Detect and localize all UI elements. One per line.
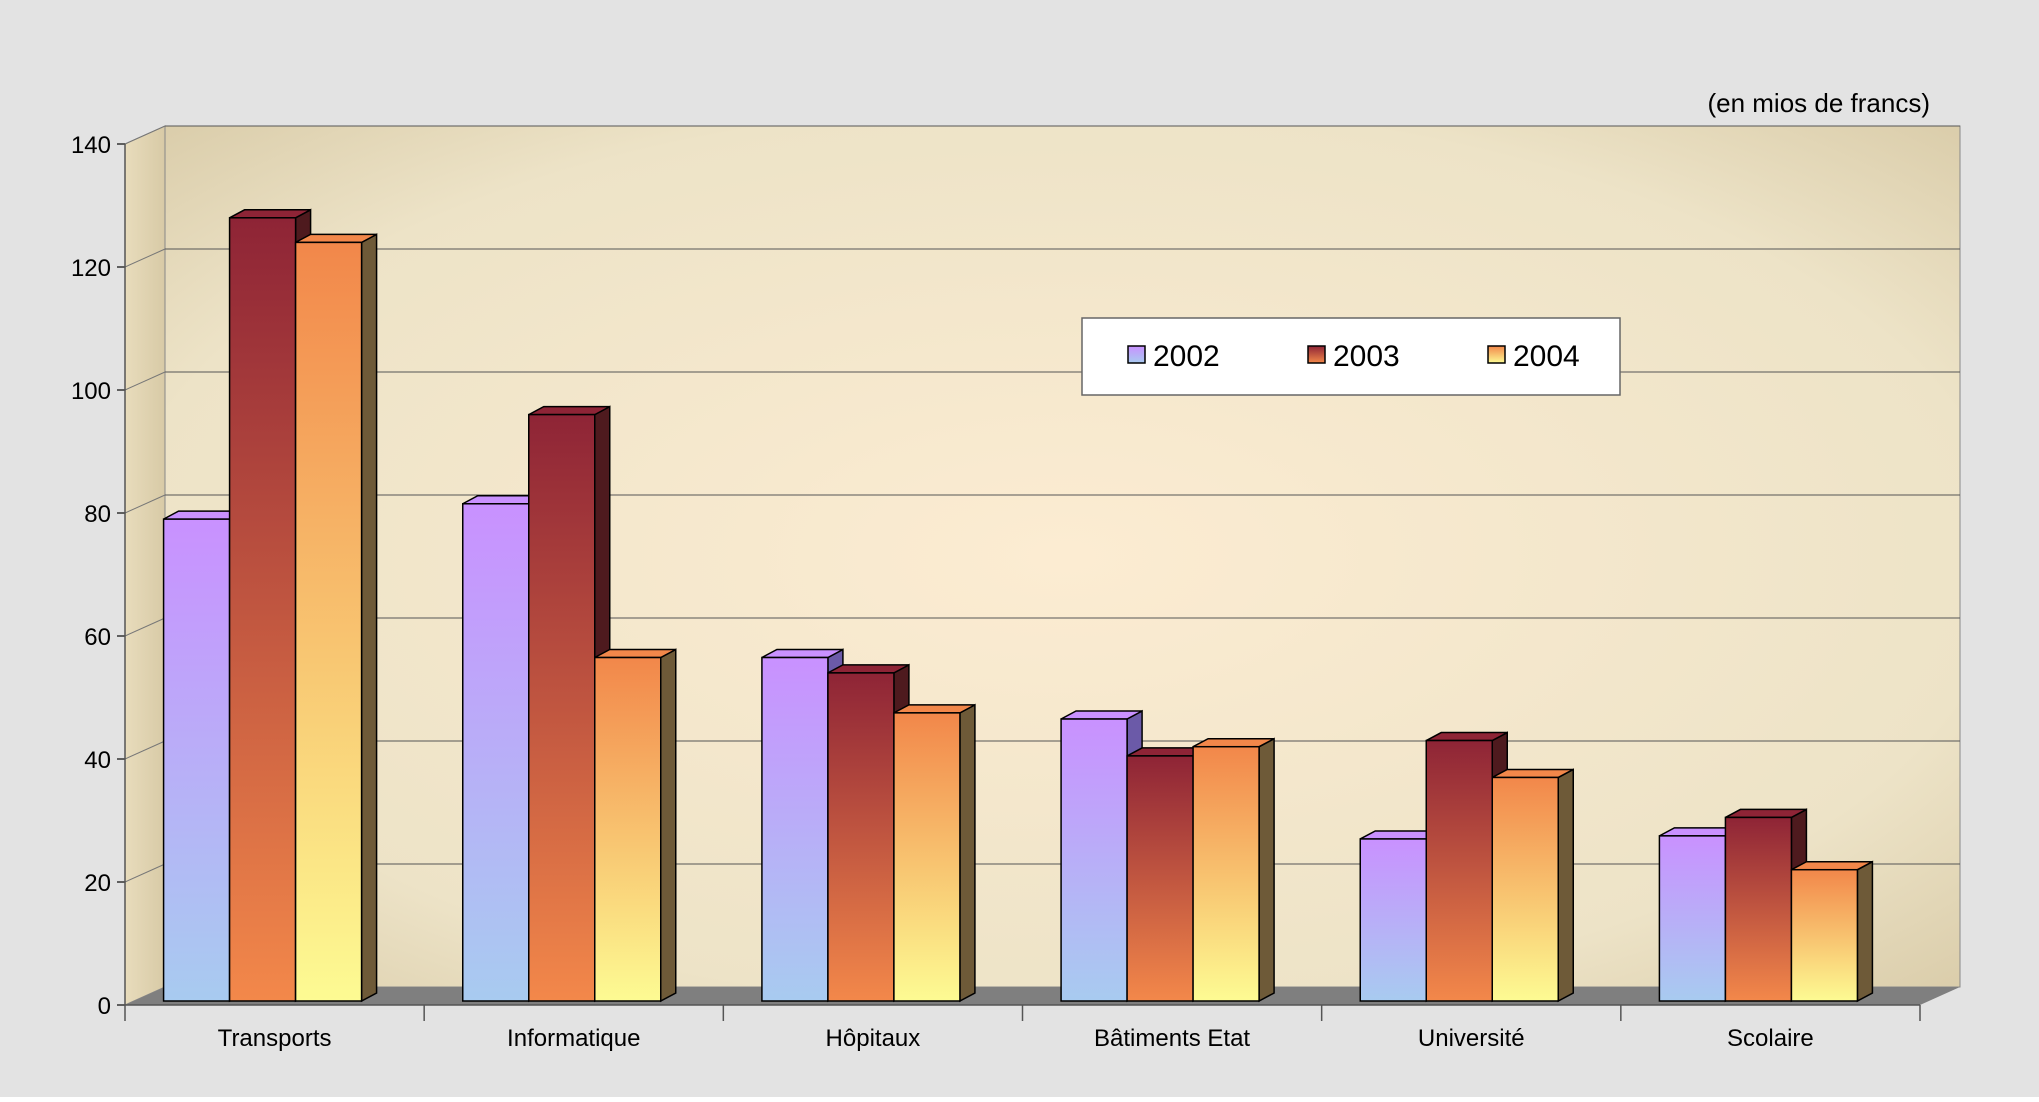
bar-top: [761, 648, 844, 659]
bar: [162, 518, 231, 1002]
y-tick-label: 80: [84, 501, 111, 528]
bar: [1060, 718, 1128, 1002]
bar-top: [295, 233, 377, 244]
axes: 0 20 40 60 80 100 120 140 Transports Informatique…: [71, 132, 1921, 1052]
x-tick-label: Transports: [218, 1025, 332, 1052]
y-tick-label: 20: [84, 870, 111, 897]
y-tick-label: 60: [84, 624, 111, 651]
y-tick-label: 40: [84, 747, 111, 774]
bar-top: [1791, 860, 1873, 871]
y-tick-label: 120: [71, 255, 111, 282]
bar: [893, 712, 961, 1002]
bar-top: [893, 704, 976, 714]
bars: [162, 208, 1874, 1003]
legend-label: 2004: [1513, 340, 1580, 373]
gridline-side: [124, 248, 166, 268]
gridline-side: [124, 371, 166, 391]
bar-side: [360, 233, 378, 1003]
gridline-side: [124, 740, 166, 760]
bar: [528, 413, 596, 1002]
bar-top: [229, 209, 311, 219]
legend-swatch: [1487, 345, 1506, 364]
bar: [1126, 755, 1194, 1002]
legend-swatch: [1127, 345, 1146, 364]
bar-top: [1192, 737, 1275, 748]
x-tick-label: Bâtiments Etat: [1094, 1025, 1250, 1052]
legend: 2002 2003 2004: [1081, 317, 1621, 396]
bar-side: [660, 648, 677, 1003]
bar: [1790, 868, 1859, 1002]
gridline-side: [124, 617, 166, 637]
bar: [462, 503, 530, 1002]
x-tick-label: Université: [1418, 1025, 1525, 1052]
x-tick-label: Informatique: [507, 1025, 640, 1052]
bar: [827, 672, 895, 1002]
legend-swatch: [1307, 345, 1326, 364]
bar: [1425, 739, 1493, 1002]
bar-side: [959, 703, 976, 1003]
legend-box: [1081, 317, 1621, 396]
bar: [1359, 838, 1427, 1002]
y-tick-label: 140: [71, 132, 111, 159]
bar: [594, 656, 662, 1002]
bar: [294, 241, 363, 1002]
unit-note: (en mios de francs): [1707, 88, 1930, 118]
gridline-side: [124, 494, 166, 514]
bar: [1491, 776, 1559, 1002]
bar-top: [1725, 808, 1807, 819]
x-tick-label: Scolaire: [1727, 1025, 1814, 1052]
bar: [1724, 816, 1793, 1002]
bar-top: [528, 405, 611, 416]
bar-side: [1258, 737, 1275, 1003]
bar-top: [1491, 768, 1574, 779]
bar-side: [1557, 768, 1574, 1003]
gridline-side: [124, 125, 166, 145]
x-tick-label: Hôpitaux: [826, 1025, 921, 1052]
gridline-side: [124, 863, 166, 883]
bar: [761, 656, 829, 1002]
bar: [228, 217, 297, 1002]
bar: [1192, 745, 1260, 1002]
legend-label: 2002: [1153, 340, 1220, 373]
y-tick-label: 100: [71, 378, 111, 405]
y-tick-label: 0: [98, 993, 111, 1020]
bar-top: [1425, 731, 1508, 742]
bar-side: [1856, 860, 1874, 1003]
bar: [1658, 835, 1727, 1002]
bar-top: [1060, 710, 1143, 720]
legend-label: 2003: [1333, 340, 1400, 373]
bar-top: [827, 664, 910, 674]
bar-top: [594, 648, 677, 659]
